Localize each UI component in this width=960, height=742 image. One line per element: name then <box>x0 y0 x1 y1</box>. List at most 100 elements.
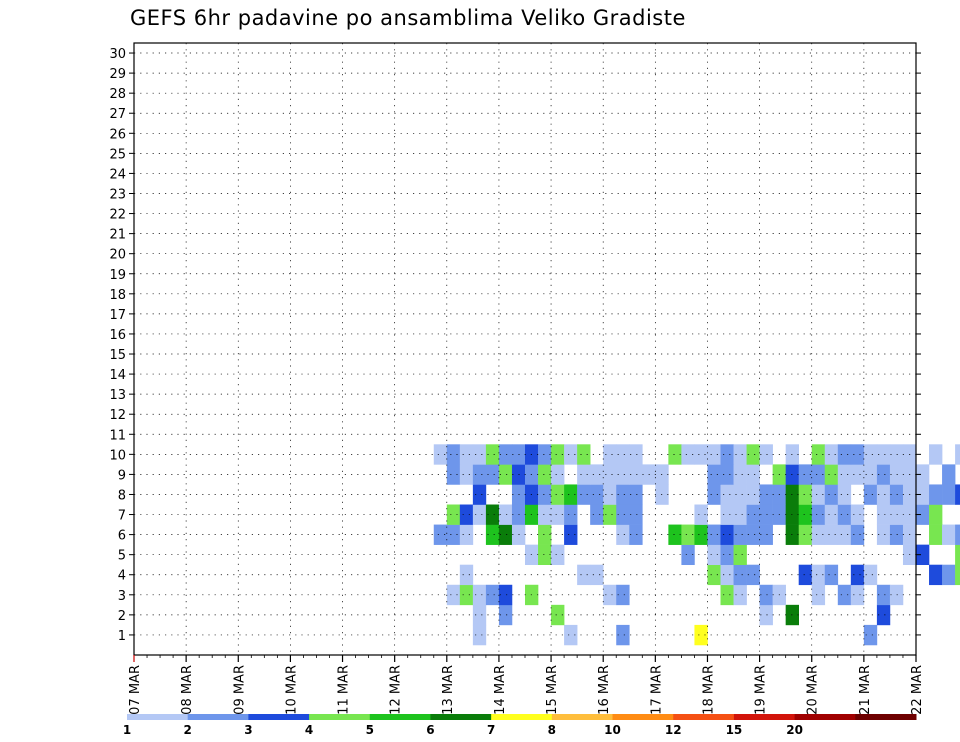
heatmap-cell <box>863 564 878 586</box>
heatmap-cell <box>681 524 695 545</box>
heatmap-cell <box>459 584 474 606</box>
legend-swatch <box>309 714 371 720</box>
x-tick-label: 08 MAR <box>180 665 195 715</box>
y-tick-label: 11 <box>109 428 126 443</box>
y-tick-label: 14 <box>109 368 126 383</box>
heatmap-cell <box>955 544 960 566</box>
heatmap-cell <box>876 584 891 606</box>
heatmap-cell <box>955 524 960 545</box>
y-tick-label: 10 <box>109 448 126 463</box>
x-tick-label: 15 MAR <box>545 665 560 715</box>
heatmap-cell <box>472 484 487 505</box>
heatmap-cell <box>551 504 565 525</box>
heatmap-cell <box>472 464 487 485</box>
legend-label: 10 <box>604 723 621 737</box>
legend-swatch <box>612 714 674 720</box>
x-tick-label: 12 MAR <box>389 665 404 715</box>
heatmap-cell <box>759 444 773 465</box>
heatmap-cell <box>863 444 878 465</box>
legend-swatch <box>733 714 796 720</box>
heatmap-cell <box>916 464 930 485</box>
heatmap-cell <box>798 464 813 485</box>
heatmap-cell <box>746 524 760 545</box>
legend-swatch <box>673 714 735 720</box>
y-tick-label: 19 <box>109 268 126 283</box>
heatmap-cell <box>837 484 852 505</box>
y-tick-label: 1 <box>118 629 126 644</box>
heatmap-cell <box>459 504 474 525</box>
heatmap-cell <box>733 484 747 505</box>
heatmap-cell <box>720 524 734 545</box>
heatmap-cell <box>538 484 552 505</box>
y-tick-label: 17 <box>109 308 126 323</box>
heatmap-cell <box>733 464 747 485</box>
y-tick-label: 28 <box>109 87 126 102</box>
heatmap-cell <box>446 584 461 606</box>
heatmap-cell <box>707 464 721 485</box>
y-tick-label: 4 <box>118 569 126 584</box>
heatmap-cell <box>498 504 513 525</box>
y-tick-label: 2 <box>118 609 126 624</box>
heatmap-cell <box>798 524 813 545</box>
legend-label: 2 <box>184 723 192 737</box>
heatmap-cell <box>538 444 552 465</box>
heatmap-cell <box>616 464 630 485</box>
heatmap-cell <box>472 444 487 465</box>
heatmap-cell <box>694 524 708 545</box>
y-tick-label: 13 <box>109 388 126 403</box>
heatmap-cell <box>485 584 500 606</box>
heatmap-cell <box>733 444 747 465</box>
heatmap-cell <box>616 584 630 606</box>
color-legend: 1 2 3 4 5 6 7 8 10 12 15 20 <box>123 714 917 737</box>
heatmap-cell <box>564 524 578 545</box>
heatmap-cell <box>433 444 448 465</box>
heatmap-cell <box>824 464 839 485</box>
heatmap-cell <box>876 484 891 505</box>
heatmap-cell <box>459 524 474 545</box>
heatmap-cell <box>824 444 839 465</box>
heatmap-cell <box>733 504 747 525</box>
heatmap-cell <box>929 444 943 465</box>
x-tick-label: 10 MAR <box>284 665 299 715</box>
heatmap-cell <box>694 624 708 646</box>
heatmap-cell <box>876 444 891 465</box>
heatmap-cell <box>837 504 852 525</box>
heatmap-cell <box>485 524 500 545</box>
heatmap-cell <box>746 464 760 485</box>
heatmap-cell <box>564 484 578 505</box>
heatmap-cell <box>616 444 630 465</box>
heatmap-cell <box>498 584 513 606</box>
heatmap-cell <box>942 464 956 485</box>
legend-label: 1 <box>123 723 131 737</box>
y-tick-label: 22 <box>109 208 126 223</box>
heatmap-cell <box>876 504 891 525</box>
heatmap-cell <box>759 584 773 606</box>
heatmap-cell <box>759 484 773 505</box>
legend-label: 15 <box>726 723 743 737</box>
heatmap-cell <box>720 584 734 606</box>
heatmap-cell <box>446 444 461 465</box>
heatmap-cell <box>707 524 721 545</box>
heatmap-cell <box>603 464 617 485</box>
heatmap-cell <box>707 484 721 505</box>
heatmap-cell <box>733 564 747 586</box>
heatmap-cell <box>551 544 565 566</box>
heatmap-cell <box>955 444 960 465</box>
heatmap-cells <box>433 444 960 646</box>
heatmap-cell <box>538 524 552 545</box>
heatmap-cell <box>759 604 773 626</box>
legend-label: 6 <box>426 723 434 737</box>
heatmap-cell <box>850 564 865 586</box>
legend-swatch <box>491 714 553 720</box>
heatmap-cell <box>824 524 839 545</box>
y-tick-label: 6 <box>118 529 126 544</box>
x-tick-label: 21 MAR <box>858 665 873 715</box>
x-tick-label: 17 MAR <box>649 665 664 715</box>
heatmap-cell <box>850 504 865 525</box>
y-tick-label: 27 <box>109 107 126 122</box>
heatmap-cell <box>811 444 826 465</box>
legend-label: 8 <box>548 723 556 737</box>
x-tick-label: 16 MAR <box>597 665 612 715</box>
legend-label: 3 <box>244 723 252 737</box>
heatmap-cell <box>629 464 643 485</box>
